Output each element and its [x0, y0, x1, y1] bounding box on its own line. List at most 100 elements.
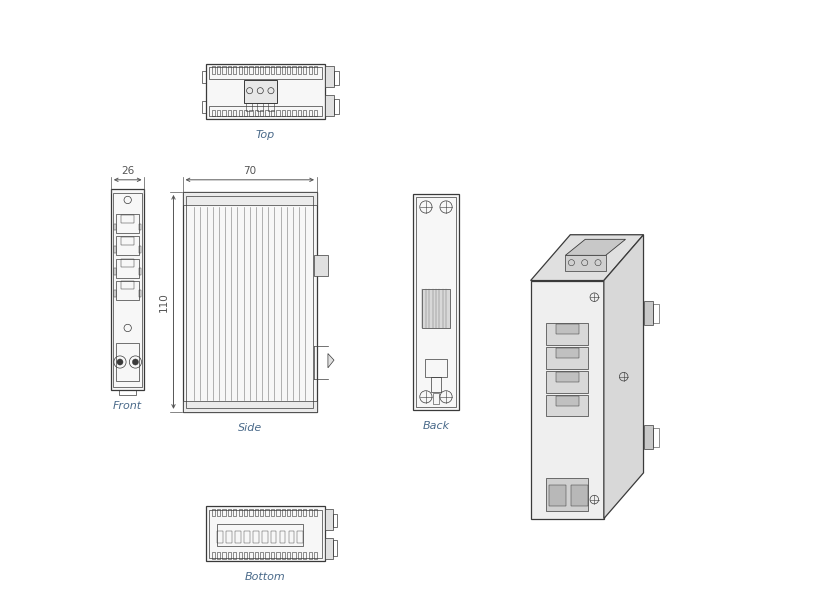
Bar — [212, 553, 215, 559]
Bar — [239, 509, 242, 516]
Bar — [297, 66, 301, 74]
Bar — [556, 325, 579, 334]
Bar — [276, 509, 279, 516]
Bar — [114, 246, 116, 253]
Text: 110: 110 — [158, 292, 168, 312]
Bar — [422, 289, 449, 328]
Bar — [271, 66, 275, 74]
Bar — [276, 553, 279, 559]
Bar — [413, 193, 459, 410]
Bar — [244, 66, 248, 74]
Bar — [333, 514, 337, 527]
Bar — [314, 509, 317, 516]
Bar — [255, 110, 258, 116]
Bar — [546, 395, 588, 416]
Bar — [288, 530, 294, 543]
Bar — [546, 478, 588, 511]
Bar — [556, 396, 579, 406]
Bar — [303, 66, 306, 74]
Bar — [546, 347, 588, 369]
Bar — [260, 66, 263, 74]
Bar — [203, 101, 206, 113]
Bar — [653, 304, 659, 323]
Bar — [183, 401, 317, 411]
Bar — [121, 282, 134, 290]
Text: Side: Side — [238, 423, 262, 433]
Bar — [111, 189, 145, 391]
Bar — [287, 66, 290, 74]
Bar — [255, 66, 258, 74]
Text: Back: Back — [422, 421, 449, 431]
Bar — [228, 110, 231, 116]
Bar — [425, 359, 448, 376]
Bar — [546, 371, 588, 392]
Text: Bottom: Bottom — [244, 572, 285, 582]
Bar — [239, 66, 242, 74]
Bar — [249, 110, 252, 116]
Bar — [116, 343, 140, 381]
Bar — [249, 509, 252, 516]
Bar — [183, 192, 317, 411]
Bar — [282, 553, 285, 559]
Bar — [549, 485, 565, 506]
Polygon shape — [328, 354, 334, 368]
Bar — [271, 553, 275, 559]
Bar — [297, 530, 303, 543]
Bar — [297, 553, 301, 559]
Bar — [222, 110, 225, 116]
Bar — [116, 214, 140, 233]
Bar — [208, 510, 322, 557]
Bar — [140, 268, 141, 275]
Bar — [226, 530, 232, 543]
Bar — [119, 391, 136, 395]
Bar — [253, 530, 259, 543]
Bar — [266, 509, 269, 516]
Bar — [309, 66, 312, 74]
Bar — [246, 103, 252, 111]
Bar — [309, 509, 312, 516]
Bar — [121, 237, 134, 245]
Circle shape — [132, 359, 138, 365]
Bar — [431, 376, 440, 392]
Bar — [257, 103, 263, 111]
Bar — [268, 103, 274, 111]
Bar — [260, 553, 263, 559]
Bar — [244, 530, 250, 543]
Bar — [565, 256, 605, 270]
Bar — [235, 530, 241, 543]
Bar — [140, 224, 141, 230]
Bar — [644, 425, 653, 449]
Bar — [644, 301, 653, 325]
Bar — [279, 530, 285, 543]
Bar — [556, 372, 579, 382]
Bar — [249, 66, 252, 74]
Bar — [546, 323, 588, 345]
Bar — [556, 348, 579, 358]
Bar — [239, 110, 242, 116]
Bar — [315, 254, 328, 275]
Bar — [571, 485, 587, 506]
Bar — [239, 553, 242, 559]
Bar — [206, 64, 324, 119]
Bar — [303, 110, 306, 116]
Bar — [303, 509, 306, 516]
Bar — [203, 71, 206, 83]
Bar — [217, 553, 221, 559]
Polygon shape — [530, 235, 644, 280]
Circle shape — [117, 359, 123, 365]
Bar — [266, 110, 269, 116]
Bar — [116, 281, 140, 300]
Bar — [208, 67, 322, 79]
Bar — [244, 509, 248, 516]
Bar — [116, 259, 140, 278]
Bar — [282, 66, 285, 74]
Bar — [243, 80, 277, 103]
Bar — [255, 553, 258, 559]
Bar — [114, 224, 116, 230]
Text: 70: 70 — [243, 166, 257, 176]
Bar — [314, 110, 317, 116]
Bar — [217, 530, 223, 543]
Bar — [244, 110, 248, 116]
Bar — [222, 553, 225, 559]
Bar — [186, 196, 313, 408]
